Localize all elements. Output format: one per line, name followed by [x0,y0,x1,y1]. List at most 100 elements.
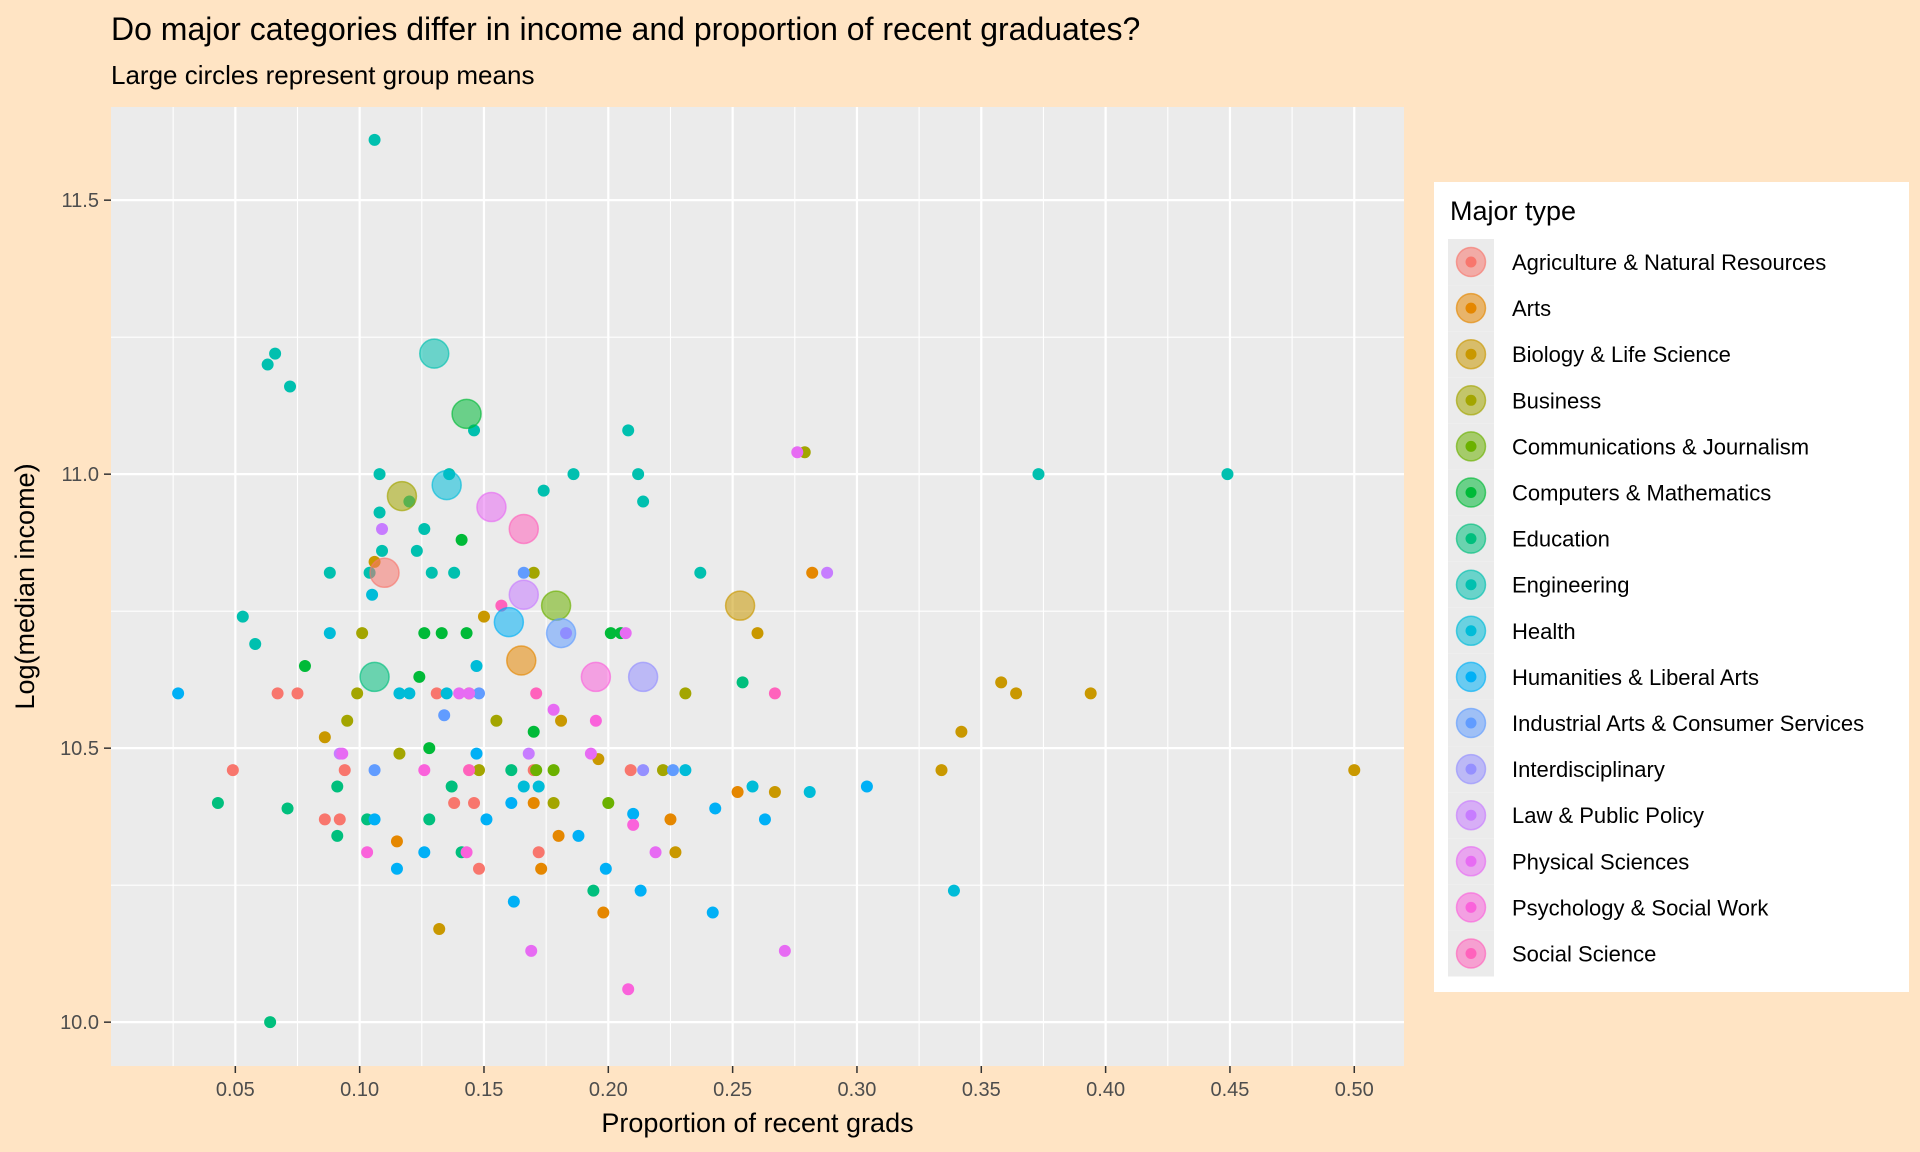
group-mean-circle [627,661,659,693]
data-point [589,714,602,727]
data-point [448,796,461,809]
legend-key-point [1465,625,1477,637]
group-mean-circle [545,617,577,649]
data-point [552,829,565,842]
x-tick-label: 0.10 [340,1079,379,1101]
data-point [269,347,282,360]
data-point [281,802,294,815]
data-point [637,764,650,777]
legend-key-point [1465,671,1477,683]
data-point [694,566,707,579]
data-point [249,638,262,651]
data-point [535,862,548,875]
data-point [470,747,483,760]
data-point [480,813,493,826]
legend-label: Business [1512,388,1601,413]
data-point [271,687,284,700]
legend-label: Computers & Mathematics [1512,481,1771,506]
x-axis-label: Proportion of recent grads [601,1108,913,1138]
data-point [627,807,640,820]
data-point [1084,687,1097,700]
x-tick-label: 0.20 [589,1079,628,1101]
group-mean-circle [724,590,756,621]
data-point [634,884,647,897]
x-tick-label: 0.05 [216,1079,255,1101]
data-point [323,566,336,579]
data-point [403,687,416,700]
y-tick-label: 11.0 [62,464,99,486]
data-point [709,802,722,815]
data-point [821,566,834,579]
data-point [679,687,692,700]
x-axis: 0.05 0.10 0.15 0.20 0.25 0.30 0.35 0.40 0.45 0.50 [216,1066,1374,1101]
y-tick-label: 10.0 [60,1012,99,1034]
data-point [517,566,530,579]
data-point [527,566,540,579]
legend-key-point [1465,809,1477,821]
data-point [768,786,781,798]
data-point [751,627,764,640]
data-point [736,676,749,689]
data-point [473,862,486,875]
x-tick-label: 0.45 [1210,1079,1249,1101]
data-point [532,780,545,793]
y-tick-label: 11.5 [62,190,99,212]
data-point [490,714,503,727]
data-point [555,714,568,727]
data-point [460,627,473,640]
data-point [373,468,386,481]
legend-key-point [1465,487,1477,498]
data-point [505,796,518,809]
data-point [679,764,692,777]
data-point [522,747,535,760]
data-point [460,846,473,859]
plot-panel [111,107,1404,1066]
data-point [547,796,560,809]
data-point [803,786,816,798]
data-point [264,1016,277,1029]
data-point [284,380,297,393]
data-point [619,627,632,640]
group-mean-circle [540,590,572,621]
legend-key-point [1465,394,1477,406]
legend-key-point [1465,855,1477,867]
data-point [547,764,560,777]
group-means [359,338,756,693]
group-mean-circle [506,645,537,676]
x-tick-label: 0.25 [713,1079,752,1101]
data-point [463,764,476,777]
x-tick-label: 0.30 [837,1079,876,1101]
legend-label: Industrial Arts & Consumer Services [1512,711,1864,736]
legend-key-point [1465,579,1477,591]
data-point [657,764,670,777]
data-point [746,780,759,793]
data-point [440,687,453,700]
x-tick-label: 0.35 [962,1079,1001,1101]
data-point [622,424,635,437]
legend: Major type Agriculture & Natural Resourc… [1434,182,1909,992]
data-point [632,468,645,481]
data-point [666,764,679,777]
data-point [390,835,403,848]
data-point [393,687,406,700]
data-point [527,796,540,809]
legend-label: Social Science [1512,942,1656,967]
data-point [368,133,381,146]
data-point [435,627,448,640]
legend-key-point [1465,717,1477,729]
legend-key-point [1465,901,1477,913]
data-point [448,566,461,579]
legend-label: Biology & Life Science [1512,342,1731,367]
minor-gridlines [111,107,1404,1066]
data-point [361,846,374,859]
legend-label: Communications & Journalism [1512,434,1809,459]
data-point [366,588,379,601]
data-point [955,725,968,738]
data-point [622,983,635,996]
data-point [318,731,331,744]
group-mean-circle [369,557,400,589]
legend-title: Major type [1450,196,1576,226]
data-point [584,747,597,760]
data-point [947,884,960,897]
data-point [649,846,662,859]
